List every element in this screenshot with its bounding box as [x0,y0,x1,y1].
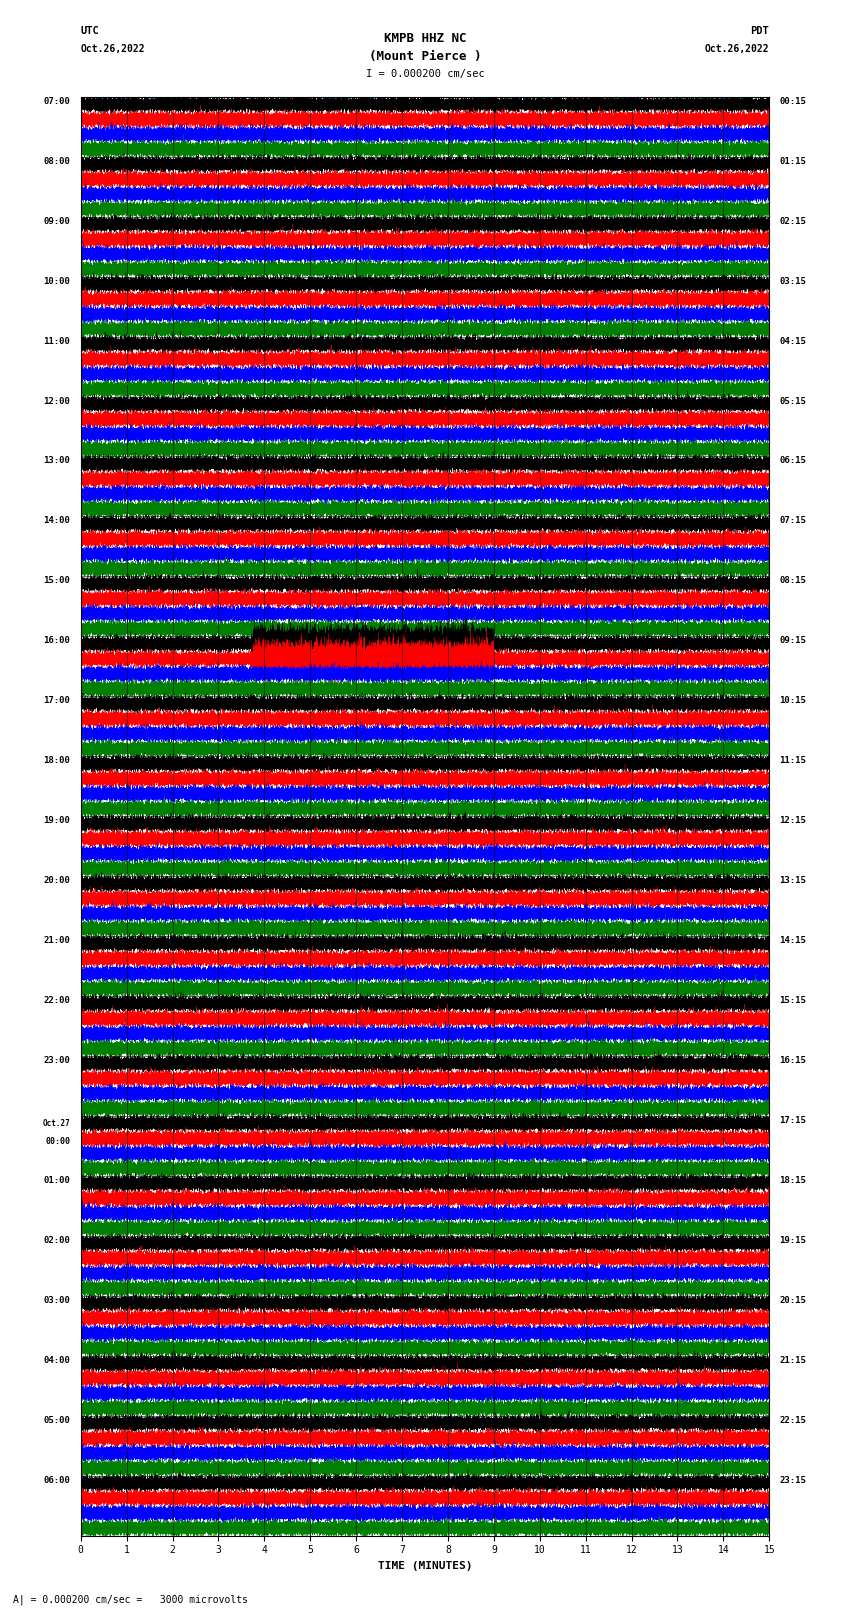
Text: 11:15: 11:15 [779,756,807,765]
Text: 09:15: 09:15 [779,637,807,645]
Text: (Mount Pierce ): (Mount Pierce ) [369,50,481,63]
Text: Oct.26,2022: Oct.26,2022 [705,44,769,53]
Text: 16:15: 16:15 [779,1057,807,1065]
Text: 08:15: 08:15 [779,576,807,586]
Text: 09:00: 09:00 [43,216,71,226]
Text: I = 0.000200 cm/sec: I = 0.000200 cm/sec [366,69,484,79]
Text: 19:00: 19:00 [43,816,71,826]
Text: 18:00: 18:00 [43,756,71,765]
Text: 22:00: 22:00 [43,997,71,1005]
Text: 07:00: 07:00 [43,97,71,106]
X-axis label: TIME (MINUTES): TIME (MINUTES) [377,1561,473,1571]
Text: 23:15: 23:15 [779,1476,807,1484]
Text: Oct.26,2022: Oct.26,2022 [81,44,145,53]
Text: 05:00: 05:00 [43,1416,71,1424]
Text: 12:15: 12:15 [779,816,807,826]
Text: 23:00: 23:00 [43,1057,71,1065]
Text: 06:15: 06:15 [779,456,807,466]
Text: 14:15: 14:15 [779,936,807,945]
Text: 17:00: 17:00 [43,697,71,705]
Text: A| = 0.000200 cm/sec =   3000 microvolts: A| = 0.000200 cm/sec = 3000 microvolts [13,1594,247,1605]
Text: 02:15: 02:15 [779,216,807,226]
Text: 01:00: 01:00 [43,1176,71,1186]
Text: 10:00: 10:00 [43,277,71,286]
Text: 01:15: 01:15 [779,156,807,166]
Text: UTC: UTC [81,26,99,35]
Text: 19:15: 19:15 [779,1236,807,1245]
Text: 18:15: 18:15 [779,1176,807,1186]
Text: 13:00: 13:00 [43,456,71,466]
Text: 22:15: 22:15 [779,1416,807,1424]
Text: 12:00: 12:00 [43,397,71,405]
Text: 03:15: 03:15 [779,277,807,286]
Text: 04:15: 04:15 [779,337,807,345]
Text: 13:15: 13:15 [779,876,807,886]
Text: 21:00: 21:00 [43,936,71,945]
Text: 15:00: 15:00 [43,576,71,586]
Text: 17:15: 17:15 [779,1116,807,1124]
Text: 11:00: 11:00 [43,337,71,345]
Text: 06:00: 06:00 [43,1476,71,1484]
Text: 20:00: 20:00 [43,876,71,886]
Text: 00:15: 00:15 [779,97,807,106]
Text: 20:15: 20:15 [779,1295,807,1305]
Text: 04:00: 04:00 [43,1355,71,1365]
Text: 10:15: 10:15 [779,697,807,705]
Text: 05:15: 05:15 [779,397,807,405]
Text: 03:00: 03:00 [43,1295,71,1305]
Text: 15:15: 15:15 [779,997,807,1005]
Text: PDT: PDT [751,26,769,35]
Text: KMPB HHZ NC: KMPB HHZ NC [383,32,467,45]
Text: 00:00: 00:00 [45,1137,71,1145]
Text: 02:00: 02:00 [43,1236,71,1245]
Text: 08:00: 08:00 [43,156,71,166]
Text: 14:00: 14:00 [43,516,71,526]
Text: 21:15: 21:15 [779,1355,807,1365]
Text: 07:15: 07:15 [779,516,807,526]
Text: Oct.27: Oct.27 [42,1119,71,1127]
Text: 16:00: 16:00 [43,637,71,645]
